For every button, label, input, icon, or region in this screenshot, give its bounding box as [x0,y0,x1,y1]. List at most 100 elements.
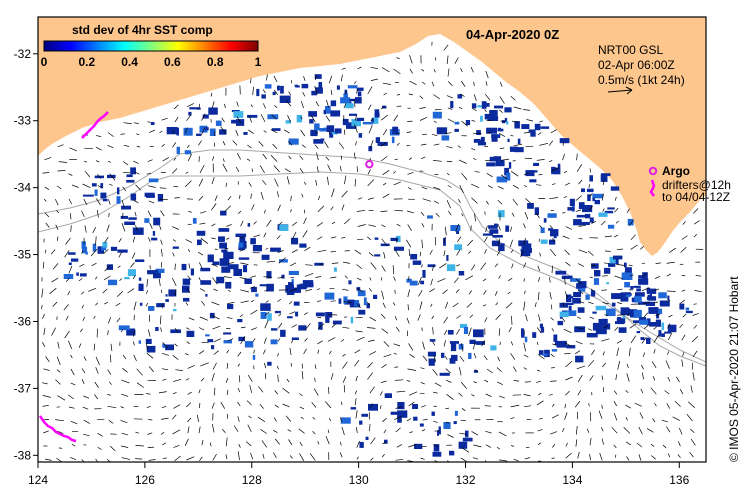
current-vector [274,105,278,108]
current-vector [270,154,278,162]
sst-patch [636,331,641,334]
sst-patch [397,402,405,410]
current-vector [147,185,156,188]
current-vector [666,351,670,355]
current-vector [186,144,190,149]
sst-patch [553,167,561,175]
current-vector [589,276,593,278]
current-vector [56,369,61,373]
sst-patch [102,241,108,248]
sst-patch [609,256,616,264]
current-vector [480,262,487,271]
current-vector [473,381,477,384]
sst-patch [489,110,498,117]
sst-patch [494,105,504,109]
sst-patch [190,268,194,276]
sst-patch [267,313,272,321]
current-vector [406,379,411,382]
current-vector [484,405,492,407]
colorbar-title: std dev of 4hr SST comp [72,23,213,37]
current-vector [146,172,152,175]
current-vector [68,340,73,350]
current-vector [299,453,305,462]
current-vector [42,404,49,407]
current-vector [484,249,487,254]
current-vector [565,182,571,186]
sst-patch [97,246,104,254]
sst-patch [270,339,278,345]
sst-patch [71,258,79,262]
current-vector [121,222,126,232]
current-vector [248,129,254,134]
current-vector [666,426,671,433]
current-vector [626,456,630,461]
sst-patch [630,286,634,290]
current-vector [539,252,541,257]
sst-patch [534,207,539,215]
sst-patch [600,174,608,182]
current-vector [188,317,195,321]
sst-patch [205,293,208,297]
sst-patch [685,307,690,311]
current-vector [133,314,135,321]
colorbar: std dev of 4hr SST comp 0 0.2 0.4 0.6 0.8 1 [41,23,262,69]
sst-patch [130,193,137,201]
current-vector [172,168,178,174]
current-vector [396,57,400,60]
sst-patch [346,122,357,129]
current-vector [276,365,279,370]
current-vector [458,159,467,164]
current-vector [616,248,623,251]
current-vector [429,249,433,255]
current-vector [197,414,199,422]
sst-patch [410,254,418,260]
current-vector [395,132,400,135]
sst-patch [450,343,457,352]
current-vector [239,249,244,252]
x-tick-label: 124 [28,473,48,487]
current-vector [536,327,542,334]
current-vector [495,302,499,306]
sst-patch [412,260,422,265]
drifter-track-south [38,415,77,443]
current-vector [379,405,382,409]
current-vector [56,210,60,214]
current-vector [71,444,76,447]
sst-patch [128,217,137,220]
drifter-track-east [649,179,656,197]
current-vector [565,442,568,447]
current-vector [161,405,167,409]
current-vector [523,394,531,397]
sst-patch [566,302,574,305]
current-vector [119,278,123,281]
current-vector [523,109,531,111]
sst-patch [594,199,600,205]
current-vector [369,140,374,149]
current-vector [484,379,489,383]
current-vector [562,317,566,322]
sst-patch [406,278,412,283]
sst-patch [431,411,435,416]
current-vector [382,193,390,199]
sst-patch [573,292,582,298]
y-tick-label: -36 [14,314,32,328]
current-vector [498,459,508,462]
current-vector [590,288,595,292]
current-vector [355,410,358,419]
current-vector [186,287,191,293]
current-vector [628,264,633,267]
current-vector [625,417,628,421]
current-vector [484,460,487,462]
current-vector [107,132,114,137]
current-vector [339,417,343,422]
current-vector [161,417,169,420]
current-vector [133,354,137,362]
current-vector [444,226,447,236]
current-vector [64,330,70,339]
current-vector [275,438,280,445]
current-vector [301,193,304,198]
current-vector [550,353,555,358]
current-vector [473,81,475,86]
sst-patch [260,303,271,311]
current-vector [367,327,376,329]
